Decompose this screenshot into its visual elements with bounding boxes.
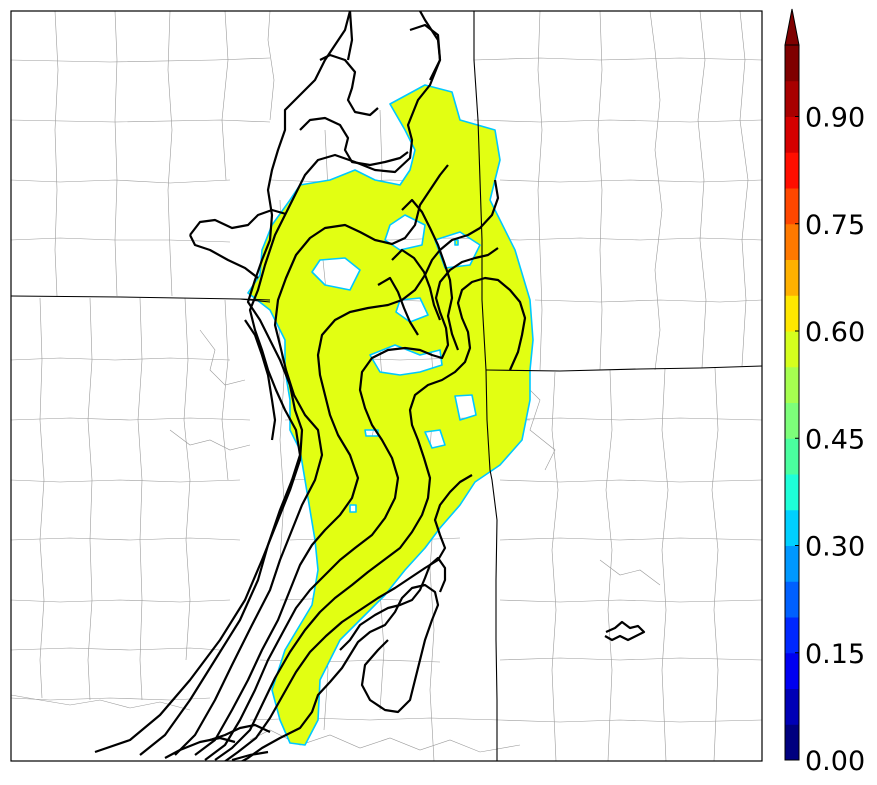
colorbar-segment bbox=[785, 474, 799, 511]
colorbar-tick-label: 0.00 bbox=[805, 746, 865, 777]
colorbar-segment bbox=[785, 366, 799, 403]
colorbar-segment bbox=[785, 545, 799, 582]
map-frame bbox=[10, 10, 763, 762]
colorbar-segment bbox=[785, 295, 799, 332]
colorbar-segment bbox=[785, 331, 799, 368]
colorbar-segment bbox=[785, 80, 799, 117]
colorbar-segment bbox=[785, 402, 799, 439]
probability-contour-lines bbox=[94, 11, 646, 761]
colorbar-segment bbox=[785, 688, 799, 725]
colorbar-segments bbox=[785, 45, 799, 761]
colorbar-segment bbox=[785, 259, 799, 296]
colorbar-segment bbox=[785, 438, 799, 475]
colorbar-tick-label: 0.15 bbox=[805, 639, 865, 670]
colorbar: 0.00 0.15 0.30 0.45 0.60 0.75 0.90 bbox=[784, 8, 865, 777]
colorbar-ticks: 0.00 0.15 0.30 0.45 0.60 0.75 0.90 bbox=[795, 103, 865, 777]
colorbar-segment bbox=[785, 509, 799, 546]
state-boundaries bbox=[11, 11, 762, 761]
colorbar-segment bbox=[785, 116, 799, 153]
colorbar-segment bbox=[785, 223, 799, 260]
colorbar-extend-arrow bbox=[784, 8, 800, 46]
colorbar-segment bbox=[785, 188, 799, 225]
colorbar-segment bbox=[785, 152, 799, 189]
colorbar-segment bbox=[785, 652, 799, 689]
colorbar-tick-label: 0.45 bbox=[805, 424, 865, 455]
colorbar-frame bbox=[784, 44, 800, 761]
colorbar-segment bbox=[785, 724, 799, 761]
colorbar-tick-label: 0.90 bbox=[805, 103, 865, 134]
colorbar-segment bbox=[785, 581, 799, 618]
colorbar-tick-label: 0.30 bbox=[805, 532, 865, 563]
colorbar-tick-label: 0.75 bbox=[805, 210, 865, 241]
colorbar-segment bbox=[785, 617, 799, 654]
map-panel bbox=[10, 10, 763, 762]
colorbar-tick-label: 0.60 bbox=[805, 317, 865, 348]
colorbar-segment bbox=[785, 45, 799, 82]
